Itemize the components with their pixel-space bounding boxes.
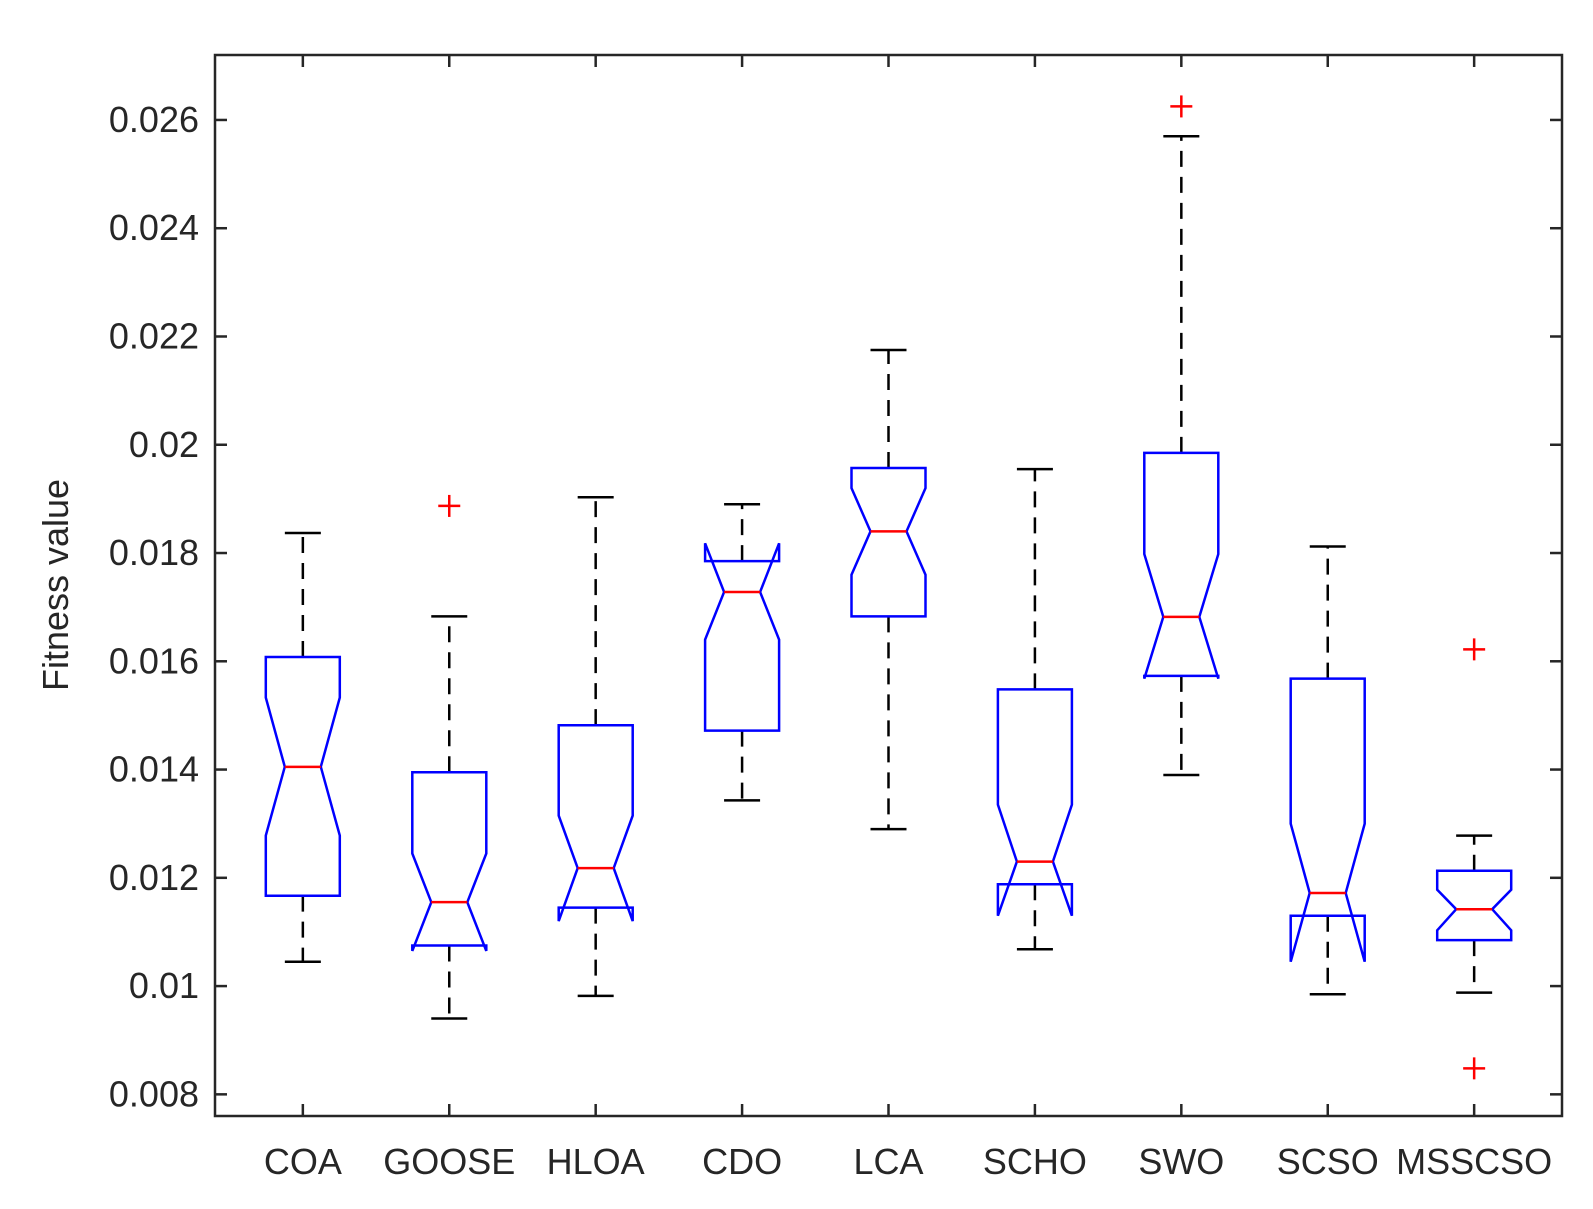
- x-tick-label: COA: [264, 1141, 342, 1182]
- x-tick-label: MSSCSO: [1396, 1141, 1552, 1182]
- box-scso: [1289, 545, 1366, 996]
- x-tick-label: LCA: [853, 1141, 923, 1182]
- y-tick-label: 0.016: [109, 640, 199, 681]
- outlier-marker: [1463, 638, 1486, 661]
- y-tick-label: 0.026: [109, 99, 199, 140]
- box-lca: [850, 348, 927, 831]
- box-msscso: [1435, 638, 1513, 1080]
- box-scho: [996, 467, 1074, 951]
- x-ticks-layer: COA GOOSE HLOA CDO LCA SCHO SWO SCSO MSSCSO: [264, 55, 1552, 1182]
- box-coa: [264, 531, 342, 963]
- outlier-marker: [438, 494, 461, 517]
- box-cdo: [703, 503, 781, 802]
- notched-box: [1435, 869, 1513, 942]
- x-tick-label: SWO: [1138, 1141, 1224, 1182]
- y-tick-label: 0.008: [109, 1073, 199, 1114]
- notched-box: [703, 542, 781, 732]
- x-tick-label: SCHO: [983, 1141, 1087, 1182]
- y-tick-label: 0.022: [109, 315, 199, 356]
- y-tick-label: 0.018: [109, 532, 199, 573]
- outlier-marker: [1170, 95, 1193, 118]
- notched-box: [996, 688, 1074, 917]
- y-tick-label: 0.02: [129, 424, 199, 465]
- x-tick-label: HLOA: [547, 1141, 645, 1182]
- box-hloa: [557, 496, 634, 998]
- y-ticks-layer: 0.008 0.01 0.012 0.014 0.016 0.018 0.02 0.022 0.…: [109, 99, 1562, 1114]
- y-tick-label: 0.01: [129, 965, 199, 1006]
- box-goose: [411, 494, 488, 1020]
- outlier-marker: [1463, 1057, 1486, 1080]
- y-axis-label: Fitness value: [35, 479, 76, 691]
- y-tick-label: 0.014: [109, 749, 199, 790]
- y-tick-label: 0.024: [109, 207, 199, 248]
- x-tick-label: CDO: [702, 1141, 782, 1182]
- notched-box: [1289, 677, 1366, 963]
- boxes-layer: [264, 95, 1513, 1080]
- notched-box: [557, 723, 634, 922]
- y-tick-label: 0.012: [109, 857, 199, 898]
- x-tick-label: SCSO: [1277, 1141, 1379, 1182]
- notched-box: [1143, 451, 1220, 679]
- x-tick-label: GOOSE: [383, 1141, 515, 1182]
- notched-box: [411, 771, 488, 952]
- notched-box: [264, 655, 342, 897]
- notched-box: [850, 466, 927, 618]
- box-swo: [1143, 95, 1220, 777]
